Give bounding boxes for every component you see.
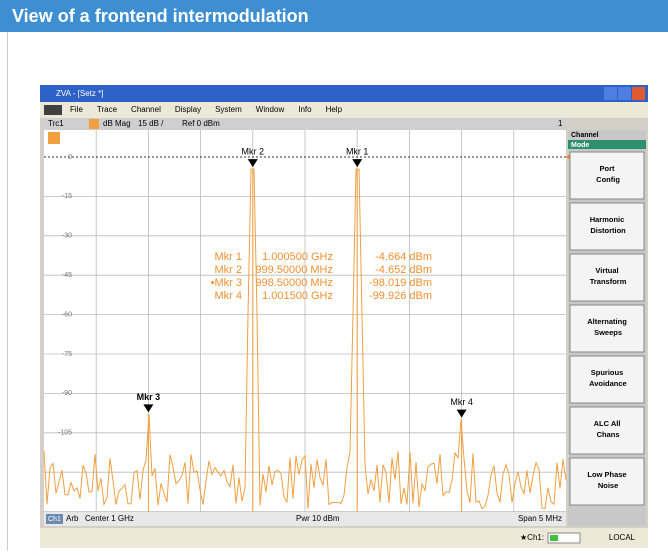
y-label: -60: [62, 311, 72, 318]
readout-level: -98.019 dBm: [369, 277, 432, 289]
trace-format: dB Mag: [103, 119, 131, 128]
softkey[interactable]: [569, 457, 645, 506]
softkey-label[interactable]: Virtual Transform: [588, 266, 627, 286]
readout-level: -4.652 dBm: [375, 264, 432, 276]
status-indicator-fill: [550, 535, 558, 541]
maximize-button[interactable]: [618, 87, 631, 100]
menu-item[interactable]: Display: [175, 105, 201, 114]
softkey-title: Channel: [571, 132, 599, 139]
readout-name: Mkr 4: [215, 290, 243, 302]
footer-mode: Arb: [66, 514, 79, 523]
softkey-label[interactable]: Harmonic Distortion: [588, 215, 626, 235]
trace-channel: 1: [558, 119, 563, 128]
trace: [43, 168, 567, 512]
softkey-mode: [568, 140, 646, 149]
y-label: -90: [62, 390, 72, 397]
y-label: -15: [62, 193, 72, 200]
softkey-label[interactable]: ALC All Chans: [594, 419, 621, 439]
marker-triangle: [456, 409, 467, 418]
softkey[interactable]: [569, 406, 645, 455]
trace-scale: 15 dB /: [138, 119, 164, 128]
header-title: View of a frontend intermodulation: [12, 6, 309, 26]
softkey-subtitle: Mode: [571, 142, 589, 149]
footer-bar: [44, 512, 566, 526]
menu-item[interactable]: Channel: [131, 105, 161, 114]
softkey-label[interactable]: Low Phase Noise: [587, 470, 626, 490]
app-icon: [44, 105, 62, 115]
menu-item[interactable]: File: [70, 105, 83, 114]
trace-indicator: [48, 132, 60, 144]
readout-freq: 999.50000 MHz: [255, 264, 333, 276]
readout-freq: 1.001500 GHz: [262, 290, 333, 302]
title-bar: [40, 85, 648, 102]
footer-center: Center 1 GHz: [85, 514, 134, 523]
readout-name: •Mkr 3: [211, 277, 242, 289]
footer-channel: Ch1: [48, 516, 61, 523]
status-remote: LOCAL: [609, 533, 636, 542]
status-bar: [40, 528, 648, 548]
menu-item[interactable]: Info: [298, 105, 312, 114]
footer-channel-bg: [46, 514, 63, 524]
marker-triangle: [247, 159, 258, 168]
menu-item[interactable]: Help: [326, 105, 343, 114]
minimize-button[interactable]: [604, 87, 617, 100]
marker-label: Mkr 4: [450, 397, 473, 407]
y-label: -75: [62, 351, 72, 358]
window-title: ZVA - [Setz *]: [56, 89, 103, 98]
marker-triangle: [143, 404, 154, 413]
footer-span: Span 5 MHz: [518, 514, 562, 523]
readout-freq: 1.000500 GHz: [262, 251, 333, 263]
y-label: -30: [62, 233, 72, 240]
trace-name: Trc1: [48, 119, 64, 128]
menu-item[interactable]: Window: [256, 105, 285, 114]
readout-level: -4.664 dBm: [375, 251, 432, 263]
softkey[interactable]: [569, 151, 645, 200]
trace-ref: Ref 0 dBm: [182, 119, 220, 128]
status-indicator: [547, 532, 581, 544]
softkey-label[interactable]: Port Config: [594, 164, 620, 184]
softkey-label[interactable]: Spurious Avoidance: [587, 368, 626, 388]
trace-color: [89, 119, 99, 129]
marker-label: Mkr 1: [346, 146, 369, 156]
readout-freq: 998.50000 MHz: [255, 277, 333, 289]
close-button[interactable]: [632, 87, 645, 100]
menu-item[interactable]: System: [215, 105, 242, 114]
header-bar: [0, 0, 668, 32]
readout-name: Mkr 2: [215, 264, 243, 276]
y-label: -45: [62, 272, 72, 279]
y-label: -105: [58, 430, 72, 437]
marker-triangle: [352, 159, 363, 168]
menu-bar: [40, 102, 648, 118]
trace-bar: [44, 118, 566, 130]
marker-label: Mkr 2: [242, 146, 265, 156]
footer-power: Pwr 10 dBm: [296, 514, 340, 523]
marker-label: Mkr 3: [137, 392, 161, 402]
softkey[interactable]: [569, 253, 645, 302]
menu-item[interactable]: Trace: [97, 105, 118, 114]
softkey[interactable]: [569, 304, 645, 353]
status-channel: ★Ch1:: [520, 533, 544, 542]
softkey[interactable]: [569, 355, 645, 404]
readout-name: Mkr 1: [215, 251, 243, 263]
softkey-label[interactable]: Alternating Sweeps: [587, 317, 627, 337]
y-label: 0: [68, 154, 72, 161]
softkey[interactable]: [569, 202, 645, 251]
readout-level: -99.926 dBm: [369, 290, 432, 302]
